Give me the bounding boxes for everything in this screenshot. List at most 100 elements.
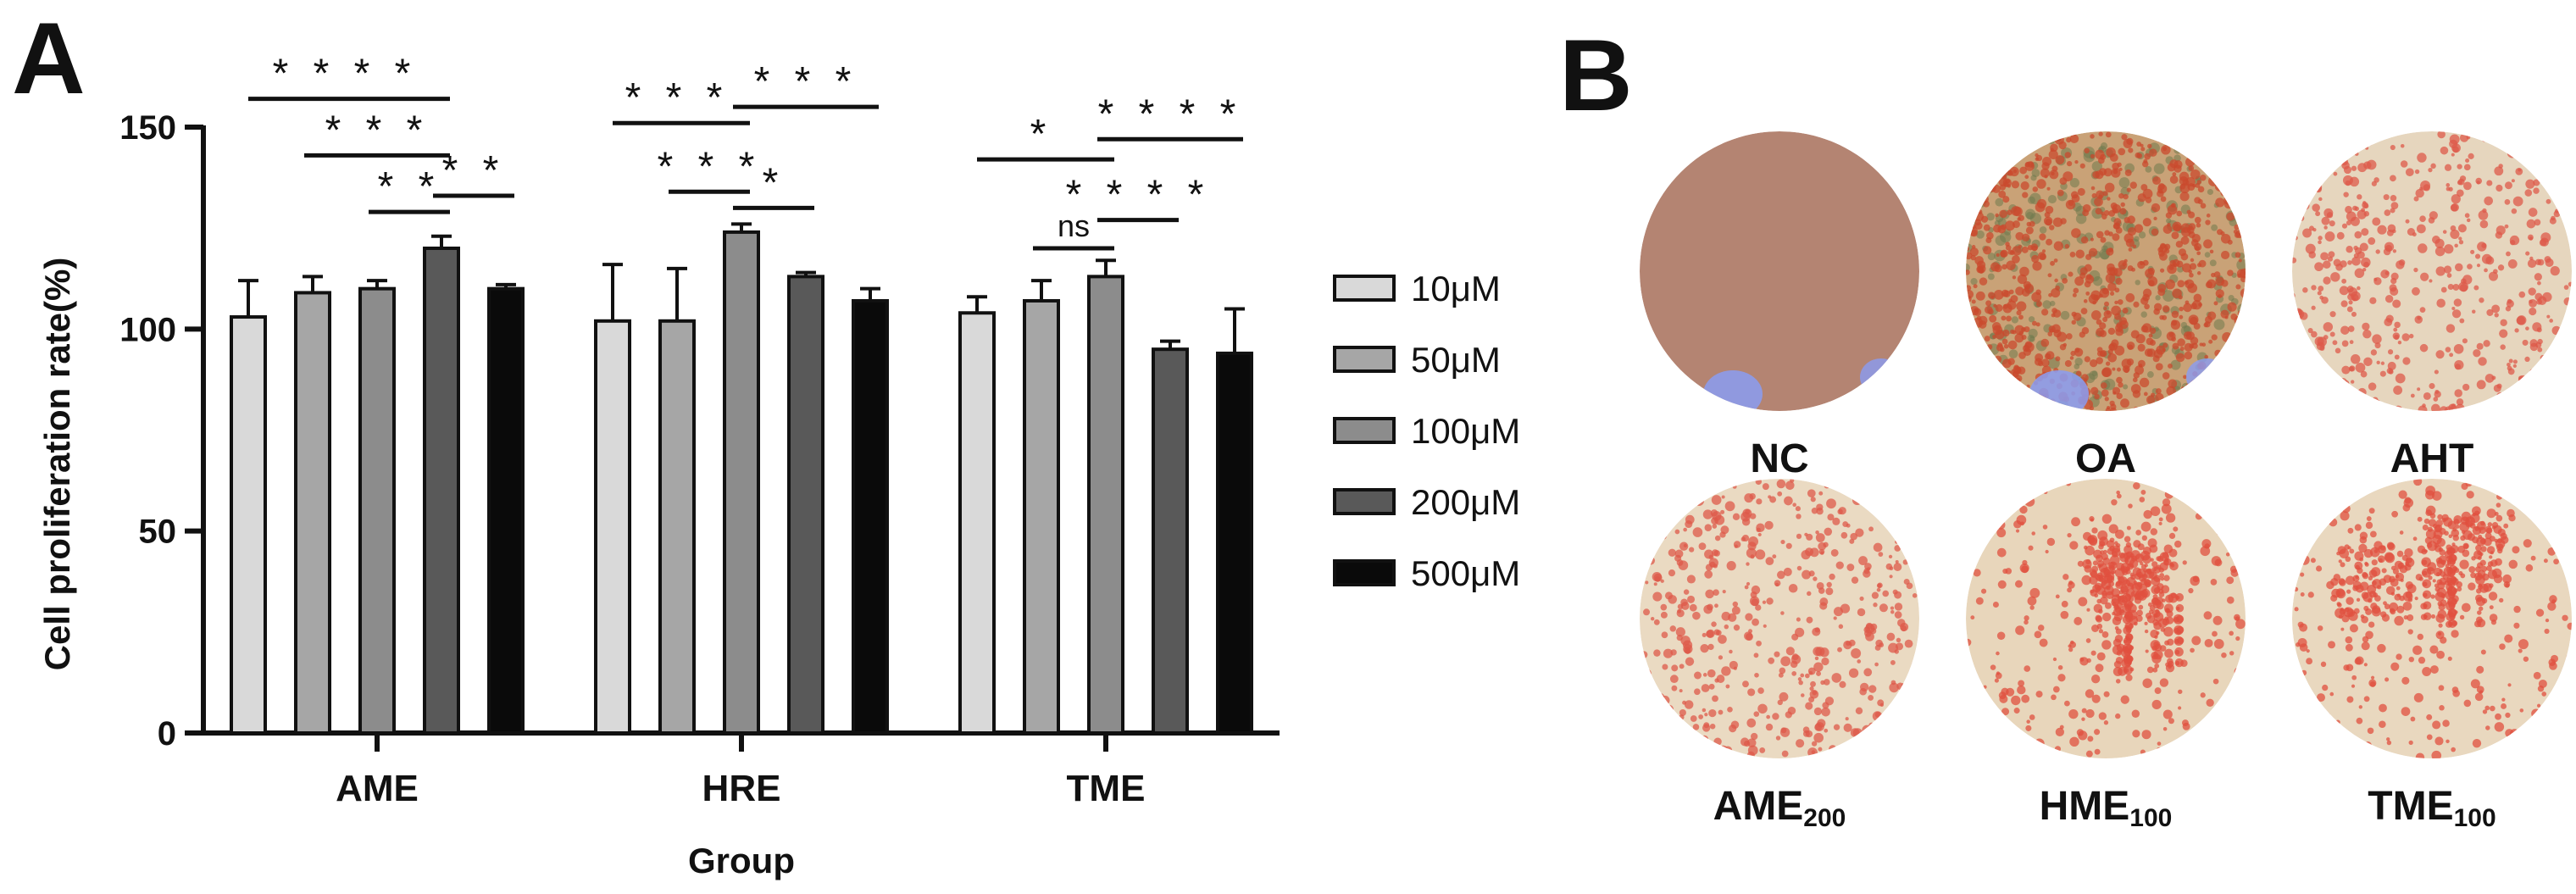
lipid-droplet-dot — [2482, 573, 2490, 581]
lipid-droplet-dot — [2188, 587, 2194, 594]
lipid-droplet-dot — [2321, 153, 2330, 163]
lipid-droplet-dot — [2448, 619, 2457, 628]
lipid-droplet-dot — [2215, 169, 2222, 176]
lipid-droplet-dot — [2354, 268, 2365, 279]
lipid-droplet-dot — [2029, 605, 2035, 610]
lipid-droplet-dot — [2235, 616, 2240, 621]
lipid-droplet-dot — [1868, 752, 1877, 758]
lipid-droplet-dot — [1704, 569, 1713, 579]
lipid-droplet-dot — [1978, 375, 1983, 380]
lipid-droplet-dot — [2230, 196, 2240, 206]
lipid-droplet-dot — [2221, 652, 2227, 658]
lipid-droplet-dot — [2084, 378, 2088, 382]
lipid-droplet-dot — [1660, 579, 1664, 583]
lipid-droplet-dot — [1848, 480, 1853, 486]
lipid-droplet-dot — [2040, 168, 2050, 178]
lipid-droplet-dot — [2487, 522, 2493, 527]
lipid-droplet-dot — [1776, 479, 1786, 489]
lipid-droplet-dot — [2048, 479, 2054, 484]
lipid-droplet-dot — [2165, 513, 2176, 523]
lipid-droplet-dot — [1750, 554, 1755, 559]
lipid-droplet-dot — [2552, 726, 2560, 734]
lipid-droplet-dot — [2396, 586, 2401, 591]
lipid-droplet-dot — [2020, 521, 2024, 526]
lipid-droplet-dot — [2112, 223, 2119, 230]
lipid-droplet-dot — [2011, 180, 2020, 189]
lipid-droplet-dot — [2476, 180, 2480, 185]
lipid-droplet-dot — [2146, 395, 2156, 405]
lipid-droplet-dot — [2347, 546, 2351, 550]
lipid-droplet-dot — [2456, 398, 2464, 406]
lipid-droplet-dot — [2455, 524, 2460, 529]
lipid-droplet-dot — [2428, 519, 2437, 527]
lipid-droplet-dot — [2524, 189, 2533, 197]
lipid-droplet-dot — [2368, 508, 2375, 514]
lipid-droplet-dot — [2157, 288, 2166, 297]
lipid-droplet-dot — [2476, 342, 2484, 350]
lipid-droplet-dot — [1660, 611, 1668, 619]
lipid-droplet-dot — [2230, 192, 2240, 203]
well-texture-dot — [2239, 363, 2246, 374]
lipid-droplet-dot — [2015, 625, 2025, 636]
lipid-droplet-dot — [1971, 299, 1976, 304]
lipid-droplet-dot — [2359, 242, 2368, 252]
lipid-droplet-dot — [1868, 526, 1874, 532]
lipid-droplet-dot — [1781, 750, 1789, 758]
lipid-droplet-dot — [1990, 295, 1995, 300]
lipid-droplet-dot — [2393, 405, 2403, 411]
lipid-droplet-dot — [1900, 522, 1907, 530]
lipid-droplet-dot — [2400, 160, 2408, 168]
lipid-droplet-dot — [2229, 362, 2238, 371]
lipid-droplet-dot — [2137, 591, 2147, 601]
lipid-droplet-dot — [2143, 391, 2148, 397]
bar — [230, 315, 267, 735]
lipid-droplet-dot — [1816, 508, 1824, 515]
lipid-droplet-dot — [2237, 309, 2246, 318]
lipid-droplet-dot — [1718, 635, 1727, 644]
lipid-droplet-dot — [1660, 603, 1668, 611]
lipid-droplet-dot — [1747, 541, 1757, 551]
lipid-droplet-dot — [2396, 605, 2405, 614]
lipid-droplet-dot — [2379, 545, 2386, 551]
lipid-droplet-dot — [2090, 675, 2101, 684]
lipid-droplet-dot — [2306, 171, 2315, 180]
lipid-droplet-dot — [2451, 403, 2457, 409]
lipid-droplet-dot — [2318, 236, 2323, 241]
lipid-droplet-dot — [2097, 564, 2102, 569]
lipid-droplet-dot — [1818, 587, 1825, 594]
lipid-droplet-dot — [1997, 384, 2005, 391]
lipid-droplet-dot — [1970, 188, 1975, 194]
lipid-droplet-dot — [2188, 231, 2196, 238]
lipid-droplet-dot — [2180, 141, 2186, 147]
lipid-droplet-dot — [2009, 380, 2018, 390]
lipid-droplet-dot — [2401, 676, 2410, 685]
light-reflection — [2186, 358, 2229, 396]
lipid-droplet-dot — [2108, 524, 2118, 534]
lipid-droplet-dot — [1751, 585, 1761, 595]
lipid-droplet-dot — [1968, 149, 1974, 154]
lipid-droplet-dot — [2092, 300, 2096, 305]
lipid-droplet-dot — [2476, 597, 2486, 607]
lipid-droplet-dot — [2390, 175, 2396, 182]
lipid-droplet-dot — [2040, 338, 2050, 347]
lipid-droplet-dot — [2177, 338, 2185, 347]
lipid-droplet-dot — [1840, 745, 1851, 756]
lipid-droplet-dot — [1698, 714, 1703, 719]
bar — [1023, 298, 1060, 735]
lipid-droplet-dot — [1674, 554, 1682, 562]
lipid-droplet-dot — [1779, 691, 1789, 702]
lipid-droplet-dot — [2488, 591, 2498, 601]
lipid-droplet-dot — [2152, 667, 2158, 673]
lipid-droplet-dot — [2354, 524, 2362, 531]
lipid-droplet-dot — [2026, 494, 2031, 499]
lipid-droplet-dot — [2352, 205, 2357, 211]
lipid-droplet-dot — [1823, 679, 1830, 686]
lipid-droplet-dot — [2489, 536, 2496, 542]
lipid-droplet-dot — [2148, 333, 2153, 338]
lipid-droplet-dot — [2223, 199, 2234, 209]
lipid-droplet-dot — [1777, 699, 1783, 706]
lipid-droplet-dot — [2451, 153, 2455, 157]
lipid-droplet-dot — [1741, 534, 1750, 542]
lipid-droplet-dot — [2368, 382, 2377, 391]
lipid-droplet-dot — [1718, 751, 1725, 758]
